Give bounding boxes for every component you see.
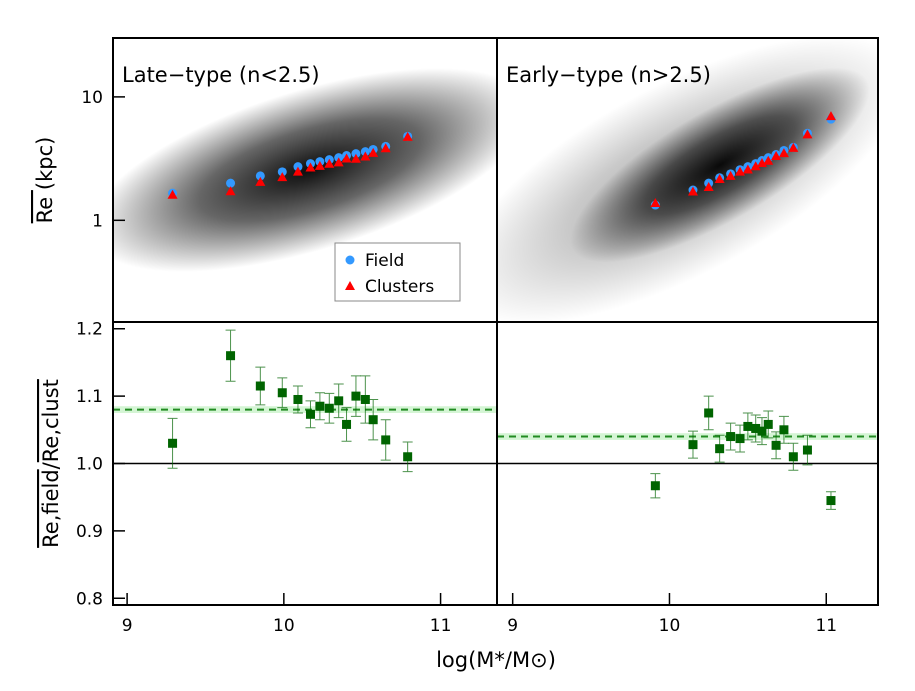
ratio-point <box>726 432 736 442</box>
legend-label: Field <box>365 251 404 271</box>
ratio-point <box>735 434 745 444</box>
panel-label: Early−type (n>2.5) <box>506 63 711 87</box>
y-label-part: / <box>39 461 63 469</box>
cluster-point <box>763 155 774 165</box>
y-label-part: Re <box>33 190 57 223</box>
cluster-point <box>778 148 789 158</box>
ratio-point <box>342 419 352 429</box>
cluster-point <box>735 166 746 176</box>
ratio-point <box>277 388 287 398</box>
ratio-point <box>360 394 370 404</box>
y-tick-label: 1.0 <box>76 455 103 475</box>
ratio-point <box>743 421 753 431</box>
ratio-point <box>715 444 725 454</box>
cluster-point <box>360 151 371 161</box>
ratio-point <box>351 391 361 401</box>
ratio-point <box>688 440 698 450</box>
x-tick-label: 10 <box>273 616 295 636</box>
ratio-point <box>751 423 761 433</box>
cluster-point <box>788 142 799 152</box>
ratio-point <box>757 426 767 436</box>
ratio-point <box>324 403 334 413</box>
cluster-point <box>277 172 288 182</box>
cluster-point <box>825 111 836 121</box>
cluster-point <box>292 166 303 176</box>
cluster-point <box>167 189 178 199</box>
panel-label: Late−type (n<2.5) <box>122 63 320 87</box>
ratio-point <box>334 396 344 406</box>
ratio-point <box>704 408 714 418</box>
density-right <box>497 38 878 322</box>
ratio-point <box>381 435 391 445</box>
cluster-point <box>650 198 661 208</box>
ratio-point <box>826 496 836 506</box>
panel-frame <box>496 321 879 606</box>
cluster-point <box>255 176 266 186</box>
cluster-point <box>333 157 344 167</box>
cluster-point <box>687 186 698 196</box>
legend-label: Clusters <box>365 277 434 297</box>
cluster-point <box>402 131 413 141</box>
ratio-point <box>763 419 773 429</box>
ratio-point <box>650 481 660 491</box>
x-tick-label: 9 <box>122 616 133 636</box>
field-point <box>255 171 265 181</box>
ratio-point <box>403 452 413 462</box>
y-tick-label: 10 <box>81 88 103 108</box>
ratio-point <box>368 415 378 425</box>
x-axis-label: log(M*/M⊙) <box>436 648 556 672</box>
y-tick-label: 0.8 <box>76 589 103 609</box>
y-tick-label: 0.9 <box>76 522 103 542</box>
ratio-point <box>779 425 789 435</box>
cluster-point <box>324 158 335 168</box>
cluster-point <box>703 182 714 192</box>
y-tick-label: 1.1 <box>76 387 103 407</box>
legend-marker <box>345 255 355 265</box>
cluster-point <box>380 143 391 153</box>
cluster-point <box>314 160 325 170</box>
ratio-point <box>255 381 265 391</box>
ratio-point <box>226 351 236 361</box>
ratio-point <box>788 452 798 462</box>
legend-box <box>334 242 461 302</box>
ratio-point <box>293 394 303 404</box>
cluster-point <box>750 161 761 171</box>
y-label-part: Re,clust <box>39 379 63 462</box>
field-point <box>351 149 361 159</box>
y-label-part: Re,field <box>39 469 63 548</box>
y-label-part: (kpc) <box>33 137 57 190</box>
y-axis-label: Re,field/Re,clust <box>39 379 63 548</box>
field-point <box>277 167 287 177</box>
cluster-point <box>802 129 813 139</box>
x-tick-label: 11 <box>430 616 452 636</box>
legend-marker <box>345 281 355 290</box>
ratio-point <box>802 445 812 455</box>
x-tick-label: 11 <box>815 616 837 636</box>
ratio-point <box>168 438 178 448</box>
cluster-point <box>714 174 725 184</box>
cluster-point <box>756 158 767 168</box>
ratio-point <box>305 409 315 419</box>
x-tick-label: 9 <box>507 616 518 636</box>
ratio-point <box>771 440 781 450</box>
mean-band <box>497 433 878 440</box>
cluster-point <box>305 162 316 172</box>
cluster-point <box>225 186 236 196</box>
cluster-point <box>725 170 736 180</box>
ratio-point <box>315 401 325 411</box>
y-axis-label: Re (kpc) <box>33 137 57 224</box>
field-point <box>226 178 236 188</box>
cluster-point <box>350 153 361 163</box>
cluster-point <box>742 164 753 174</box>
cluster-point <box>771 150 782 160</box>
y-tick-label: 1 <box>92 211 103 231</box>
cluster-point <box>341 153 352 163</box>
cluster-point <box>368 147 379 157</box>
x-tick-label: 10 <box>659 616 681 636</box>
y-tick-label: 1.2 <box>76 320 103 340</box>
